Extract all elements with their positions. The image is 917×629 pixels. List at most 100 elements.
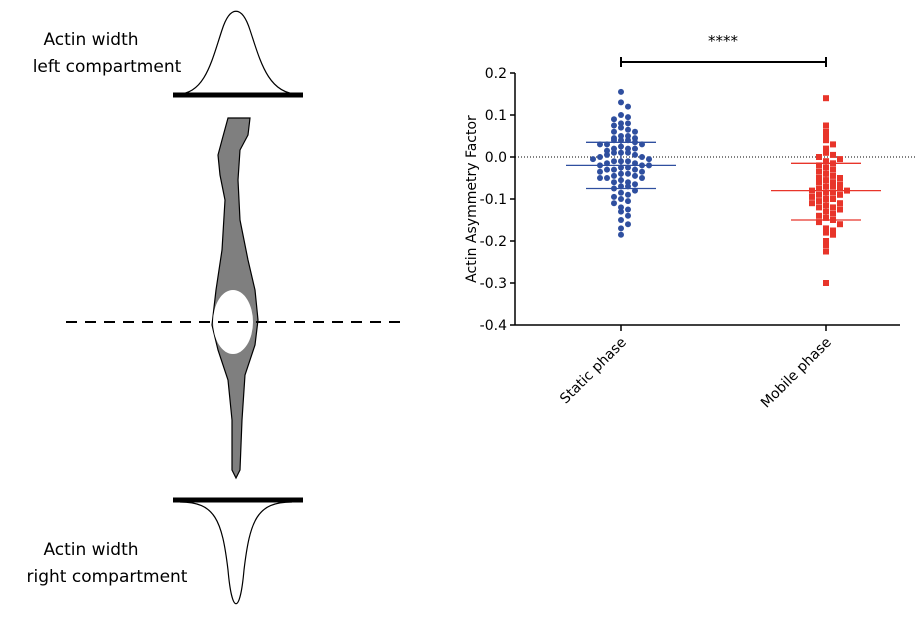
bottom-label: right compartment (27, 567, 188, 587)
y-tick-label: -0.2 (480, 234, 507, 250)
data-point (837, 185, 843, 192)
data-point (823, 133, 829, 139)
data-point (823, 238, 829, 244)
data-point (830, 210, 836, 217)
data-point (823, 242, 829, 249)
data-point (625, 103, 631, 110)
data-point (823, 229, 829, 236)
y-tick-label: -0.3 (480, 276, 507, 292)
data-point (625, 170, 631, 177)
data-point (823, 149, 829, 156)
data-point (809, 193, 815, 200)
y-tick-label: 0.1 (485, 108, 507, 124)
data-point (816, 191, 822, 198)
data-point (816, 154, 822, 160)
data-point (625, 206, 631, 213)
data-point (830, 166, 836, 173)
y-tick-label: -0.1 (480, 192, 507, 208)
top-profile (177, 10, 299, 95)
data-point (823, 225, 829, 232)
data-point (632, 181, 638, 188)
data-point (823, 248, 829, 255)
data-point (830, 179, 836, 186)
data-point (830, 141, 836, 148)
data-point (625, 221, 631, 228)
data-point (837, 200, 843, 207)
data-point (618, 231, 624, 238)
data-point (816, 185, 822, 192)
data-point (604, 147, 610, 154)
data-point (625, 212, 631, 219)
data-point (837, 221, 843, 228)
x-tick-label: Mobile phase (758, 335, 835, 412)
data-point (611, 200, 617, 207)
data-point (837, 156, 843, 163)
data-point (632, 166, 638, 173)
data-point (816, 204, 822, 211)
bottom-label: Actin width (43, 540, 138, 560)
y-tick-label: 0.0 (485, 150, 507, 166)
data-point (837, 191, 843, 198)
data-point (618, 112, 624, 118)
data-point (639, 154, 645, 160)
bottom-profile (179, 501, 293, 605)
data-point (618, 133, 624, 139)
data-point (639, 175, 645, 181)
top-label: left compartment (33, 57, 182, 77)
data-point (618, 208, 624, 215)
data-point (625, 179, 631, 186)
data-point (611, 116, 617, 123)
data-point (830, 227, 836, 234)
data-point (809, 200, 815, 207)
data-point (632, 128, 638, 135)
data-point (823, 128, 829, 135)
nucleus (213, 290, 253, 354)
data-point (816, 198, 822, 205)
data-point (823, 137, 829, 144)
data-point (611, 149, 617, 156)
data-point (618, 124, 624, 131)
data-point (816, 219, 822, 226)
data-point (830, 172, 836, 179)
data-point (625, 158, 631, 165)
y-axis-label: Actin Asymmetry Factor (464, 115, 480, 283)
data-point (816, 168, 822, 175)
data-point (618, 204, 624, 211)
data-point (597, 175, 603, 181)
data-point (830, 151, 836, 158)
data-point (816, 175, 822, 181)
data-point (823, 280, 829, 286)
data-point (604, 166, 610, 173)
data-point (823, 158, 829, 165)
data-point (632, 145, 638, 152)
data-point (618, 225, 624, 232)
data-point (646, 156, 652, 163)
data-point (618, 196, 624, 202)
data-point (816, 162, 822, 169)
top-label: Actin width (43, 30, 138, 50)
data-point (604, 151, 610, 158)
data-point (639, 168, 645, 175)
data-point (830, 189, 836, 196)
data-point (611, 122, 617, 129)
data-point (611, 172, 617, 179)
data-point (816, 212, 822, 219)
data-point (823, 122, 829, 129)
data-point (611, 179, 617, 186)
data-point (625, 145, 631, 152)
data-point (837, 175, 843, 181)
diagram: Actin width left compartment Actin width… (27, 10, 400, 605)
data-point (625, 133, 631, 139)
data-point (618, 88, 624, 95)
data-point (632, 151, 638, 158)
data-point (625, 120, 631, 127)
data-point (830, 204, 836, 211)
data-point (625, 149, 631, 156)
data-point (625, 198, 631, 205)
data-point (837, 181, 843, 188)
data-point (625, 126, 631, 133)
data-point (837, 206, 843, 213)
data-point (632, 135, 638, 142)
data-point (597, 168, 603, 175)
